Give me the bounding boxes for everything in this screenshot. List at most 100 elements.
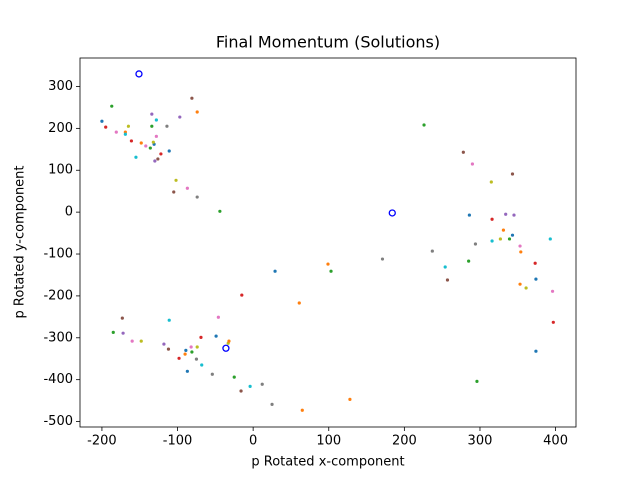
x-tick-label: 0 (249, 434, 257, 449)
point (430, 249, 434, 253)
point (490, 217, 494, 221)
y-tick-label: -200 (43, 288, 73, 303)
point (200, 363, 204, 367)
point (550, 289, 555, 293)
point (300, 408, 304, 412)
point (227, 339, 231, 343)
x-tick-label: 100 (316, 434, 341, 449)
y-tick-label: -100 (43, 247, 73, 262)
point (195, 345, 199, 349)
point (100, 119, 104, 123)
point (507, 237, 512, 241)
point (461, 150, 465, 154)
point (154, 134, 158, 138)
point (104, 125, 108, 129)
point (326, 262, 330, 266)
point (260, 382, 264, 386)
point (510, 172, 515, 176)
point (512, 213, 516, 217)
point (443, 265, 447, 269)
y-tick-label: -400 (43, 372, 73, 387)
y-tick-label: 100 (48, 163, 73, 178)
point (150, 112, 154, 116)
point (218, 209, 222, 213)
point (183, 352, 187, 356)
point (130, 339, 134, 343)
point (232, 375, 236, 379)
point (126, 124, 130, 128)
point (194, 357, 199, 361)
x-tick-label: -100 (163, 434, 193, 449)
point (551, 320, 555, 324)
point (273, 269, 277, 273)
point (185, 186, 189, 190)
point (489, 180, 493, 184)
point (129, 139, 134, 143)
point (498, 237, 502, 241)
point (162, 342, 166, 346)
y-axis-label: p Rotated y-component (13, 165, 28, 318)
point (159, 152, 163, 156)
y-tick-label: -300 (43, 330, 73, 345)
point (388, 209, 396, 217)
point (548, 237, 552, 241)
point (167, 149, 171, 153)
point (470, 162, 475, 166)
point (135, 70, 143, 78)
point (114, 130, 118, 134)
point (518, 244, 522, 248)
point (121, 331, 125, 335)
point (120, 316, 124, 320)
point (166, 347, 171, 351)
point (348, 397, 352, 401)
point (518, 282, 522, 286)
point (475, 379, 479, 383)
y-tick-label: -500 (43, 414, 73, 429)
point (150, 124, 154, 128)
point (380, 257, 385, 261)
x-tick-label: 400 (543, 434, 568, 449)
point (533, 261, 537, 265)
y-tick-label: 0 (65, 205, 73, 220)
point (123, 132, 127, 136)
point (167, 318, 171, 322)
point (139, 141, 143, 145)
x-tick-label: 300 (468, 434, 493, 449)
point (534, 349, 538, 353)
x-axis-label: p Rotated x-component (251, 455, 404, 470)
point (510, 233, 515, 237)
point (524, 286, 528, 290)
point (144, 144, 148, 148)
point (534, 277, 538, 281)
point (174, 178, 178, 182)
point (270, 402, 274, 406)
point (184, 348, 188, 352)
x-tick-label: -200 (87, 434, 117, 449)
point (177, 356, 181, 360)
point (165, 124, 169, 128)
point (148, 146, 152, 150)
point (178, 115, 182, 119)
point (199, 335, 203, 339)
point (153, 159, 157, 163)
point (239, 389, 243, 393)
point (490, 239, 494, 243)
point (210, 372, 214, 376)
point (422, 123, 426, 127)
point (154, 118, 158, 122)
point (445, 278, 450, 282)
point (110, 104, 114, 108)
point (214, 334, 218, 338)
point (240, 293, 244, 297)
point (172, 190, 176, 194)
plot-frame (79, 57, 577, 428)
point (248, 384, 252, 388)
y-tick-label: 200 (48, 121, 73, 136)
x-tick-label: 200 (392, 434, 417, 449)
point (195, 195, 199, 199)
point (467, 259, 471, 263)
point (156, 157, 160, 161)
point (139, 339, 143, 343)
